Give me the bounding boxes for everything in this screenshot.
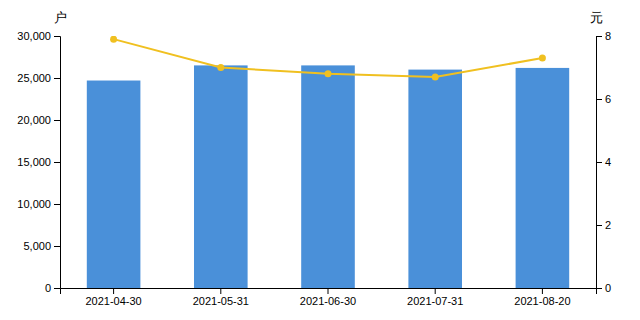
y-tick-label: 5,000	[23, 240, 51, 252]
marker	[432, 73, 439, 80]
y2-tick-mark	[596, 225, 602, 226]
y2-axis-line	[597, 37, 603, 289]
y-tick-mark	[54, 288, 60, 289]
y-tick: 0	[45, 282, 60, 294]
x-tick-mark	[542, 288, 543, 294]
x-axis: 2021-04-30 2021-05-31 2021-06-30 2021-07-31…	[61, 288, 597, 307]
y-tick-label: 0	[45, 282, 51, 294]
y2-tick: 2	[596, 219, 611, 231]
y-axis-title: 户	[54, 10, 67, 25]
y-tick: 20,000	[17, 114, 60, 126]
y-axis-line	[54, 37, 61, 289]
x-tick: 2021-06-30	[300, 288, 356, 307]
y2-tick-label: 4	[605, 156, 611, 168]
y-tick-label: 25,000	[17, 72, 51, 84]
x-tick-label: 2021-08-20	[514, 295, 570, 307]
x-tick-label: 2021-04-30	[85, 295, 141, 307]
marker	[539, 55, 546, 62]
x-tick: 2021-07-31	[407, 288, 463, 307]
y2-tick: 8	[596, 30, 611, 42]
y-tick-mark	[54, 204, 60, 205]
marks	[87, 36, 569, 288]
bar	[516, 68, 570, 288]
line	[114, 39, 543, 77]
y-tick: 10,000	[17, 198, 60, 210]
x-tick-mark	[113, 288, 114, 294]
x-tick: 2021-08-20	[514, 288, 570, 307]
y2-tick-mark	[596, 99, 602, 100]
marker	[217, 64, 224, 71]
x-tick-label: 2021-05-31	[193, 295, 249, 307]
y2-tick-label: 8	[605, 30, 611, 42]
x-axis-line	[61, 289, 597, 295]
y-tick-mark	[54, 162, 60, 163]
x-tick-label: 2021-07-31	[407, 295, 463, 307]
y2-tick-label: 0	[605, 282, 611, 294]
bar	[301, 65, 355, 288]
marker	[110, 36, 117, 43]
y2-tick: 6	[596, 93, 611, 105]
y-tick-label: 15,000	[17, 156, 51, 168]
y2-axis: 0 2 4 6 8	[596, 30, 611, 294]
y-tick-mark	[54, 246, 60, 247]
y-tick-mark	[54, 120, 60, 121]
y-tick: 30,000	[17, 30, 60, 42]
y2-tick-label: 6	[605, 93, 611, 105]
y2-tick-label: 2	[605, 219, 611, 231]
x-tick: 2021-04-30	[85, 288, 141, 307]
y-tick: 25,000	[17, 72, 60, 84]
y2-axis-title: 元	[590, 10, 603, 25]
x-tick-mark	[435, 288, 436, 294]
y2-tick-mark	[596, 288, 602, 289]
bar	[87, 81, 141, 288]
x-tick-label: 2021-06-30	[300, 295, 356, 307]
series-1	[110, 36, 546, 80]
y-axis: 0 5,000 10,000 15,000 20,000 25,000 30,000	[17, 30, 60, 294]
y-tick-label: 10,000	[17, 198, 51, 210]
y2-tick: 4	[596, 156, 611, 168]
plot-area: 2021-04-30 2021-05-31 2021-06-30 2021-07-31…	[17, 30, 611, 307]
y2-tick-mark	[596, 36, 602, 37]
x-tick-mark	[220, 288, 221, 294]
x-tick-mark	[328, 288, 329, 294]
series-0	[87, 65, 569, 288]
chart: 2021-04-30 2021-05-31 2021-06-30 2021-07-31…	[0, 0, 640, 320]
y-tick-label: 30,000	[17, 30, 51, 42]
x-tick: 2021-05-31	[193, 288, 249, 307]
y-tick-label: 20,000	[17, 114, 51, 126]
y-tick: 5,000	[23, 240, 60, 252]
bar	[408, 70, 462, 288]
y-tick: 15,000	[17, 156, 60, 168]
marker	[325, 70, 332, 77]
y-tick-mark	[54, 36, 60, 37]
y2-tick: 0	[596, 282, 611, 294]
y2-tick-mark	[596, 162, 602, 163]
bar	[194, 65, 248, 288]
y-tick-mark	[54, 78, 60, 79]
